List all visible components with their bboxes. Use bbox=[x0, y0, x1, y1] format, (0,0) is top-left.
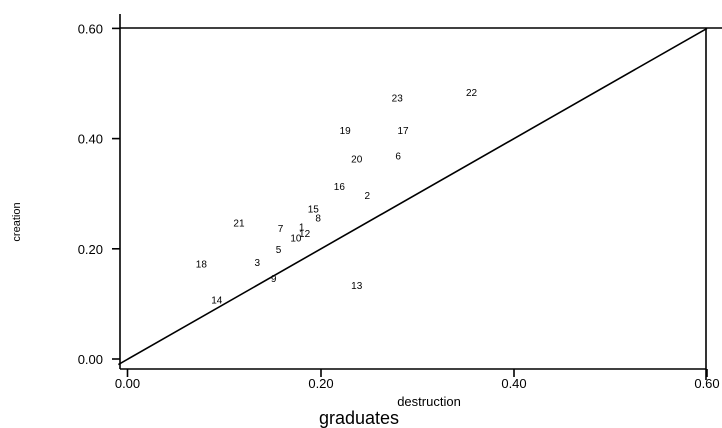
x-tick-label: 0.00 bbox=[115, 376, 140, 391]
chart-caption: graduates bbox=[319, 408, 399, 428]
point-label-7: 7 bbox=[278, 224, 284, 235]
x-axis-title: destruction bbox=[397, 394, 461, 409]
plot-frame bbox=[119, 14, 722, 380]
point-label-23: 23 bbox=[392, 93, 404, 104]
y-tick-label: 0.00 bbox=[78, 352, 103, 367]
y-axis-title: creation bbox=[11, 202, 23, 241]
point-label-5: 5 bbox=[276, 245, 282, 256]
x-axis-ticks: 0.00 0.20 0.40 0.60 bbox=[115, 369, 720, 391]
point-label-3: 3 bbox=[255, 258, 261, 269]
point-label-18: 18 bbox=[196, 260, 208, 271]
point-label-16: 16 bbox=[334, 182, 346, 193]
point-label-10: 10 bbox=[290, 233, 302, 244]
point-label-8: 8 bbox=[315, 213, 321, 224]
point-label-14: 14 bbox=[211, 296, 223, 307]
point-label-22: 22 bbox=[466, 88, 478, 99]
point-label-1: 1 bbox=[299, 222, 305, 233]
x-tick-label: 0.40 bbox=[501, 376, 526, 391]
y-tick-label: 0.40 bbox=[78, 132, 103, 147]
reference-line-y-equals-x bbox=[117, 27, 708, 366]
point-label-6: 6 bbox=[395, 152, 401, 163]
x-tick-label: 0.60 bbox=[694, 376, 719, 391]
point-label-15: 15 bbox=[308, 205, 320, 216]
point-label-19: 19 bbox=[340, 126, 352, 137]
y-tick-label: 0.60 bbox=[78, 21, 103, 36]
point-label-17: 17 bbox=[397, 126, 409, 137]
y-axis-ticks: 0.00 0.20 0.40 0.60 bbox=[78, 21, 120, 367]
point-label-9: 9 bbox=[271, 274, 277, 285]
point-label-21: 21 bbox=[233, 218, 245, 229]
point-label-13: 13 bbox=[351, 281, 363, 292]
reference-line bbox=[117, 27, 708, 366]
y-tick-label: 0.20 bbox=[78, 242, 103, 257]
x-tick-label: 0.20 bbox=[308, 376, 333, 391]
point-label-12: 12 bbox=[299, 229, 311, 240]
point-label-20: 20 bbox=[351, 154, 363, 165]
point-label-2: 2 bbox=[365, 191, 371, 202]
